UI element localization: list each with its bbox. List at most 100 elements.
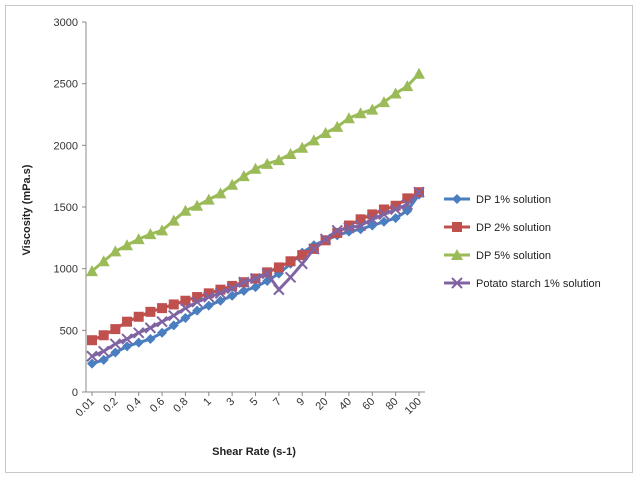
data-point xyxy=(227,290,238,301)
data-point xyxy=(87,335,97,346)
data-point xyxy=(332,227,343,238)
data-point xyxy=(86,265,98,277)
x-tick-label: 80 xyxy=(384,396,401,413)
series-3 xyxy=(86,67,425,277)
data-point xyxy=(132,233,145,245)
data-point xyxy=(237,170,250,182)
y-tick-label: 1500 xyxy=(54,202,78,214)
data-point xyxy=(203,288,214,299)
data-point xyxy=(179,204,192,216)
legend-label: Potato starch 1% solution xyxy=(476,278,601,290)
data-point xyxy=(215,284,226,295)
data-point xyxy=(87,358,97,369)
x-tick-label: 1 xyxy=(201,396,214,409)
data-point xyxy=(377,96,390,108)
data-point xyxy=(121,333,133,345)
data-point xyxy=(226,178,239,190)
data-point xyxy=(238,285,249,296)
legend-label: DP 5% solution xyxy=(476,250,551,262)
data-point xyxy=(121,239,134,251)
data-point xyxy=(167,214,180,226)
data-point xyxy=(122,316,133,327)
legend-marker xyxy=(452,194,462,204)
data-point xyxy=(110,324,121,335)
data-point xyxy=(331,224,343,237)
data-point xyxy=(297,250,308,261)
x-tick-label: 0.4 xyxy=(125,396,144,415)
data-point xyxy=(401,80,414,92)
data-point xyxy=(144,228,157,240)
data-point xyxy=(354,219,367,232)
x-tick-label: 5 xyxy=(248,396,261,409)
data-point xyxy=(285,256,296,267)
legend-label: DP 2% solution xyxy=(476,222,551,234)
legend-item: DP 2% solution xyxy=(444,222,551,234)
data-point xyxy=(366,103,379,115)
x-axis-title: Shear Rate (s-1) xyxy=(212,446,296,458)
data-point xyxy=(343,222,355,234)
data-point xyxy=(413,67,425,79)
data-point xyxy=(378,208,390,221)
data-point xyxy=(214,287,227,300)
x-tick-label: 60 xyxy=(360,396,377,413)
data-point xyxy=(97,255,110,267)
data-point xyxy=(145,306,156,317)
data-point xyxy=(401,198,414,211)
legend-label: DP 1% solution xyxy=(476,194,551,206)
legend-marker xyxy=(452,222,462,232)
x-tick-label: 3 xyxy=(224,396,237,409)
data-point xyxy=(122,341,133,352)
series-4 xyxy=(86,186,425,362)
x-tick-label: 0.8 xyxy=(171,396,190,415)
data-point xyxy=(98,330,109,341)
data-point xyxy=(180,313,191,323)
y-axis-title: Viscosity (mPa.s) xyxy=(21,164,33,255)
legend-item: DP 1% solution xyxy=(444,194,551,206)
data-point xyxy=(168,309,180,322)
series-2 xyxy=(87,187,424,346)
data-point xyxy=(296,258,308,270)
data-point xyxy=(226,282,238,295)
data-point xyxy=(203,291,215,303)
data-point xyxy=(250,282,261,293)
data-point xyxy=(402,193,413,204)
data-point xyxy=(180,295,191,306)
x-tick-label: 0.01 xyxy=(73,396,97,420)
data-point xyxy=(342,112,355,124)
data-point xyxy=(191,296,203,308)
chart-frame xyxy=(5,5,633,473)
legend: DP 1% solution DP 2% solution DP 5% soluti… xyxy=(444,194,601,290)
data-point xyxy=(354,107,367,119)
data-point xyxy=(296,141,309,153)
data-point xyxy=(110,347,121,358)
data-point xyxy=(97,345,110,358)
data-point xyxy=(343,220,354,231)
data-point xyxy=(273,283,285,296)
data-point xyxy=(179,302,192,314)
data-point xyxy=(86,350,98,362)
y-tick-label: 2500 xyxy=(54,79,78,91)
legend-marker xyxy=(451,249,463,260)
data-point xyxy=(192,292,203,303)
data-point xyxy=(249,162,262,174)
data-point xyxy=(389,87,402,99)
data-point xyxy=(307,134,320,146)
data-point xyxy=(156,224,169,236)
data-point xyxy=(144,322,157,334)
x-tick-label: 0.2 xyxy=(101,396,120,415)
x-tick-label: 9 xyxy=(295,396,308,409)
legend-item: Potato starch 1% solution xyxy=(444,277,601,290)
x-tick-label: 100 xyxy=(403,396,424,417)
data-point xyxy=(390,200,401,211)
data-point xyxy=(98,354,109,365)
y-tick-label: 0 xyxy=(72,387,78,399)
data-point xyxy=(249,272,262,285)
data-point xyxy=(378,204,389,215)
data-point xyxy=(261,157,274,169)
data-point xyxy=(378,216,389,227)
data-point xyxy=(202,193,215,205)
data-point xyxy=(389,203,402,216)
data-point xyxy=(261,267,273,280)
data-point xyxy=(214,187,227,199)
